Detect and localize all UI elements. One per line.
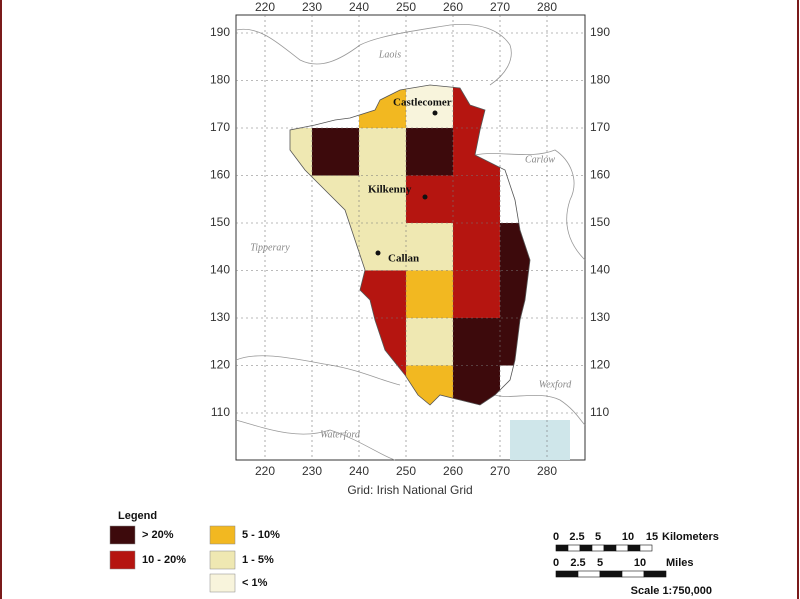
y-tick-label: 170 [590,120,610,134]
grid-cell [453,175,500,223]
grid-cell [359,128,406,176]
legend-label: < 1% [242,577,268,589]
scale-segment [555,544,569,552]
x-tick-label: 240 [349,464,369,478]
x-tick-label: 270 [490,464,510,478]
sea [510,420,570,460]
legend-label: > 20% [142,529,174,541]
scale-segment [579,544,593,552]
x-tick-label: 250 [396,0,416,14]
scale-segment [599,570,623,578]
x-tick-label: 220 [255,464,275,478]
y-tick-label: 120 [590,358,610,372]
scale-segment [621,570,645,578]
scale-segment [639,544,653,552]
scale-label: 10 [622,531,634,543]
town-label: Callan [388,253,419,265]
legend-swatch [209,550,236,570]
y-tick-label: 180 [210,73,230,87]
y-tick-label: 130 [590,310,610,324]
legend-swatch [209,525,236,545]
scale-segment [591,544,605,552]
x-tick-label: 260 [443,464,463,478]
county-label: Waterford [320,429,361,440]
grid-cell [406,85,453,128]
town-dot [422,194,428,200]
scale-label: 2.5 [570,557,585,569]
scale-segment [555,570,579,578]
background-boundaries [235,24,586,461]
grid-caption: Grid: Irish National Grid [347,483,472,497]
scale-label: 0 [553,557,559,569]
scale-segment [615,544,629,552]
legend-swatch [109,550,136,570]
county-label: Wexford [539,379,573,390]
scale-label: 5 [595,531,601,543]
scale-segment [603,544,617,552]
scale-segment [627,544,641,552]
x-tick-label: 220 [255,0,275,14]
y-tick-label: 160 [210,168,230,182]
y-tick-label: 110 [590,405,609,419]
scale-segment [567,544,581,552]
y-tick-label: 190 [210,25,230,39]
county-label: Tipperary [250,242,290,253]
y-tick-label: 150 [210,215,230,229]
scale-ratio: Scale 1:750,000 [631,585,712,597]
county-label: Laois [378,49,401,60]
legend-label: 10 - 20% [142,554,186,566]
x-tick-label: 280 [537,0,557,14]
grid-cell [453,270,500,318]
y-tick-label: 150 [590,215,610,229]
grid-cell [406,270,453,318]
y-tick-label: 180 [590,73,610,87]
scale-label: 15 [646,531,658,543]
y-tick-label: 140 [590,263,610,277]
x-tick-label: 260 [443,0,463,14]
scale-label: 5 [597,557,603,569]
scale-unit: Kilometers [662,531,719,543]
grid-cell [359,175,406,223]
x-tick-label: 270 [490,0,510,14]
town-label: Kilkenny [368,184,412,196]
grid-cell [406,175,453,223]
scale-segment [643,570,667,578]
scale-label: 0 [553,531,559,543]
y-tick-label: 140 [210,263,230,277]
x-tick-label: 240 [349,0,369,14]
county-label: Carlow [525,154,555,165]
legend-swatch [109,525,136,545]
grid-cell [453,318,500,366]
x-tick-label: 230 [302,464,322,478]
x-tick-label: 250 [396,464,416,478]
legend-label: 1 - 5% [242,554,274,566]
legend-swatch [209,573,236,593]
grid-cell [406,223,453,271]
y-tick-label: 120 [210,358,230,372]
x-tick-label: 230 [302,0,322,14]
y-tick-label: 130 [210,310,230,324]
grid [236,15,585,460]
scale-segment [577,570,601,578]
scale-unit: Miles [666,557,694,569]
grid-cell [453,223,500,271]
town-dot [432,110,438,116]
grid-cell [312,128,359,176]
grid-cell [406,128,453,176]
y-tick-label: 190 [590,25,610,39]
legend-label: 5 - 10% [242,529,280,541]
y-tick-label: 110 [211,405,230,419]
town-label: Castlecomer [393,97,452,109]
y-tick-label: 160 [590,168,610,182]
county-outline [289,84,531,406]
x-tick-label: 280 [537,464,557,478]
scale-label: 2.5 [569,531,584,543]
grid-cell [359,223,406,271]
scale-label: 10 [634,557,646,569]
y-tick-label: 170 [210,120,230,134]
town-dot [375,250,381,256]
legend-title: Legend [118,510,157,522]
grid-cell [406,318,453,366]
